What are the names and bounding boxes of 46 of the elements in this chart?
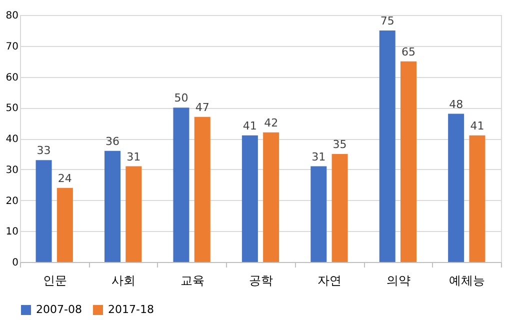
y-tick-label: 50 <box>6 103 18 114</box>
bar <box>126 166 142 262</box>
y-tick-label: 70 <box>6 41 18 52</box>
x-tick-label: 사회 <box>112 274 136 288</box>
bar <box>400 61 416 262</box>
x-tick-label: 인문 <box>42 274 67 288</box>
x-tick-label: 공학 <box>249 274 273 288</box>
data-label: 41 <box>470 119 484 132</box>
bar <box>469 135 486 262</box>
legend-label: 2007-08 <box>36 303 82 316</box>
y-tick-label: 0 <box>12 258 18 268</box>
y-tick-label: 80 <box>6 10 18 22</box>
y-tick-label: 40 <box>6 134 18 145</box>
x-tick-label: 예체능 <box>449 274 486 288</box>
data-label: 41 <box>242 119 257 132</box>
bar <box>263 132 280 262</box>
x-tick-label: 자연 <box>318 274 342 288</box>
data-label: 42 <box>264 116 278 130</box>
x-tick-label: 교육 <box>180 274 204 288</box>
data-label: 50 <box>174 92 188 105</box>
y-tick-label: 30 <box>6 164 18 176</box>
bar <box>194 116 210 262</box>
x-tick-label: 의약 <box>386 274 410 288</box>
data-label: 35 <box>332 138 347 151</box>
bar <box>310 166 327 262</box>
bar <box>379 30 396 262</box>
bar <box>242 135 258 262</box>
data-label: 31 <box>312 150 326 164</box>
data-label: 47 <box>195 100 210 114</box>
data-label: 24 <box>58 172 72 185</box>
bar <box>173 108 190 262</box>
y-tick-label: 20 <box>6 196 18 207</box>
y-tick-label: 60 <box>6 72 18 84</box>
bar <box>104 150 120 262</box>
data-label: 31 <box>126 150 141 164</box>
legend-label: 2017-18 <box>108 303 154 316</box>
bar <box>56 188 73 262</box>
data-label: 65 <box>402 45 416 58</box>
bar <box>448 114 464 262</box>
data-label: 48 <box>449 98 464 111</box>
y-tick-label: 10 <box>6 226 18 238</box>
bar <box>332 154 348 262</box>
data-label: 36 <box>106 134 120 148</box>
bar <box>36 160 52 262</box>
data-label: 75 <box>380 14 394 28</box>
data-label: 33 <box>36 144 51 158</box>
